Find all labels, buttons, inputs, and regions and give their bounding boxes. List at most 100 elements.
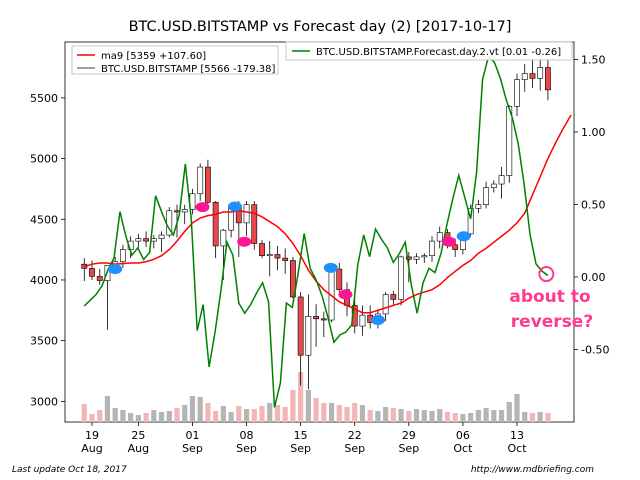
volume-bar	[104, 396, 111, 422]
volume-bar	[267, 403, 273, 422]
candle-body	[274, 254, 281, 259]
volume-bar	[298, 372, 304, 422]
x-tick-label-day: 29	[402, 429, 416, 442]
candle-body	[475, 204, 482, 209]
legend-box-right	[285, 41, 573, 61]
forecast-line	[83, 55, 549, 408]
signal-marker	[370, 315, 385, 326]
volume-bar	[228, 412, 234, 422]
candle-body	[181, 209, 188, 213]
volume-bars	[81, 372, 551, 422]
volume-bar	[197, 397, 203, 422]
x-tick-label-month: Aug	[128, 442, 149, 455]
candle-body	[506, 106, 513, 176]
signal-marker	[456, 231, 471, 242]
candle-body	[297, 296, 304, 356]
candle-body	[243, 204, 250, 224]
y-left-tick-label: 3500	[30, 335, 58, 348]
legend-right: BTC.USD.BITSTAMP.Forecast.day.2.vt [0.01…	[285, 41, 573, 61]
volume-bar	[143, 413, 149, 422]
legend-left: ma9 [5359 +107.60] BTC.USD.BITSTAMP [556…	[71, 45, 279, 75]
volume-bar	[243, 409, 250, 422]
volume-bar	[259, 406, 265, 422]
volume-bar	[282, 407, 288, 422]
y-left-tick-label: 5000	[30, 153, 58, 166]
candle-body	[529, 73, 536, 79]
volume-bar	[398, 409, 404, 422]
volume-bar	[383, 407, 389, 422]
volume-bar	[205, 403, 211, 422]
candle-body	[514, 79, 520, 107]
candle-body	[259, 243, 265, 256]
x-tick-label-month: Oct	[507, 442, 527, 455]
candle-body	[436, 232, 443, 242]
y-left-tick-label: 4500	[30, 213, 58, 226]
candle-body	[483, 187, 489, 205]
y-right-tick-label: 0.50	[581, 198, 606, 211]
volume-bar	[444, 412, 451, 422]
candle-body	[382, 294, 389, 315]
candle-body	[490, 183, 497, 188]
ma9-line	[84, 114, 572, 314]
annotation-line-1: about to	[509, 287, 590, 307]
candle-body	[320, 318, 327, 321]
volume-bar	[429, 411, 435, 422]
candle-body	[205, 166, 211, 203]
volume-bar	[352, 403, 358, 422]
y-right-tick-label: 1.50	[581, 53, 606, 66]
volume-bar	[166, 411, 172, 422]
volume-bar	[545, 413, 551, 422]
volume-bar	[483, 408, 489, 422]
candle-body	[143, 238, 149, 242]
candle-body	[251, 204, 258, 244]
candle-body	[220, 229, 227, 247]
candle-body	[521, 73, 528, 80]
volume-bar	[390, 408, 396, 422]
x-tick-label-month: Oct	[453, 442, 473, 455]
candle-body	[96, 276, 103, 281]
volume-bar	[344, 407, 350, 422]
y-right-tick-label: 1.00	[581, 126, 606, 139]
volume-bar	[151, 410, 157, 422]
candle-body	[452, 244, 459, 250]
signal-marker	[195, 202, 210, 213]
volume-bar	[537, 412, 543, 422]
chart-title: BTC.USD.BITSTAMP vs Forecast day (2) [20…	[129, 19, 512, 35]
x-tick-label-day: 13	[510, 429, 524, 442]
axes: 3000 3500 4000 4500 5000 5500 1.50 1.00 0.50 0.00…	[30, 53, 609, 455]
legend-box-left	[71, 45, 279, 75]
volume-bar	[460, 414, 466, 422]
candle-body	[336, 268, 343, 290]
x-tick-label-month: Sep	[398, 442, 419, 455]
footer-url: http://www.mdbriefing.com	[471, 465, 594, 475]
volume-bar	[506, 402, 512, 422]
candle-body	[89, 268, 95, 277]
volume-bar	[321, 403, 327, 422]
signal-marker	[108, 264, 123, 275]
volume-bar	[328, 403, 335, 422]
candle-body	[413, 256, 420, 260]
x-tick-label-month: Sep	[236, 442, 257, 455]
x-tick-label-day: 15	[294, 429, 308, 442]
volume-bar	[220, 406, 226, 422]
volume-bar	[135, 415, 141, 422]
candle-body	[174, 210, 180, 213]
x-tick-label-day: 06	[456, 429, 470, 442]
volume-bar	[158, 412, 165, 422]
volume-bar	[452, 413, 458, 422]
footer-last-update: Last update Oct 18, 2017	[12, 465, 127, 475]
volume-bar	[290, 390, 296, 422]
volume-bar	[213, 411, 219, 422]
candle-body	[545, 67, 551, 91]
volume-bar	[313, 398, 319, 422]
volume-bar	[475, 410, 481, 422]
signal-marker	[323, 262, 338, 273]
y-left-tick-label: 4000	[30, 274, 58, 287]
y-left-tick-label: 5500	[30, 92, 58, 105]
volume-bar	[112, 408, 118, 422]
x-tick-label-month: Aug	[81, 442, 102, 455]
volume-bar	[128, 413, 134, 422]
y-left-tick-label: 3000	[30, 395, 58, 408]
volume-bar	[413, 409, 420, 422]
volume-bar	[468, 413, 474, 422]
